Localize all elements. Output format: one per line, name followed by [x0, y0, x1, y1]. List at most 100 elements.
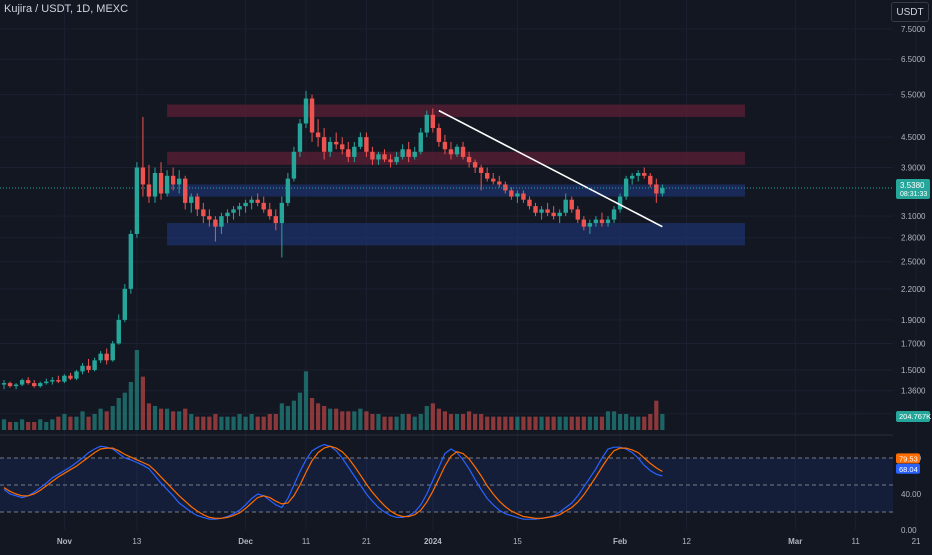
volume-bar — [44, 422, 49, 430]
candle-body — [170, 175, 176, 185]
price-scale: 7.5000 6.5000 5.5000 4.5000 3.9000 3.1000 2.80… — [896, 25, 931, 422]
candle-body — [654, 184, 659, 194]
volume-bar — [122, 392, 127, 430]
candle-body — [485, 172, 490, 179]
volume-bar — [7, 422, 13, 430]
candle-body — [539, 209, 544, 213]
candle-body — [605, 219, 611, 224]
candle-body — [146, 184, 152, 197]
x-tick-label: 11 — [302, 537, 311, 546]
candle-body — [267, 209, 272, 217]
candle-body — [346, 149, 351, 157]
x-tick-label: Feb — [613, 537, 627, 546]
candle-body — [110, 343, 115, 361]
candle-body — [575, 209, 580, 220]
candle-body — [424, 114, 429, 133]
candle-body — [394, 156, 399, 163]
candle-body — [213, 219, 218, 227]
volume-bar — [624, 414, 629, 430]
candle-body — [478, 167, 484, 173]
volume-bar — [116, 398, 121, 430]
volume-bar — [364, 411, 369, 430]
candle-body — [509, 190, 514, 197]
candle-body — [551, 212, 556, 217]
candle-body — [56, 380, 61, 382]
candle-body — [183, 178, 188, 203]
candle-body — [382, 154, 387, 160]
candle-body — [430, 114, 436, 128]
volume-bar — [539, 416, 544, 430]
stoch-d-line — [3, 445, 663, 519]
candle-body — [219, 216, 224, 227]
volume-bar — [225, 416, 230, 430]
volume-bar — [207, 416, 212, 430]
candle-body — [1, 383, 7, 385]
volume-bar — [557, 416, 562, 430]
candle-body — [358, 137, 363, 147]
volume-bar — [201, 416, 206, 430]
candle-body — [128, 233, 134, 289]
candle-body — [309, 98, 315, 133]
candle-body — [134, 167, 140, 234]
y-tick-label: 4.5000 — [901, 133, 926, 142]
volume-bar — [267, 414, 272, 430]
candle-body — [13, 384, 19, 387]
volume-bar — [551, 416, 556, 430]
candle-body — [629, 175, 635, 179]
volume-bar — [255, 416, 260, 430]
volume-bar — [593, 416, 599, 430]
candle-body — [593, 219, 599, 224]
candle-body — [448, 149, 454, 155]
candle-body — [279, 202, 285, 224]
stoch-d-value: 79.53 — [899, 454, 918, 463]
volume-bar — [479, 414, 484, 430]
candle-body — [418, 132, 423, 152]
zone-red — [167, 151, 745, 165]
volume-bar — [575, 416, 580, 430]
currency-button[interactable]: USDT — [891, 2, 929, 22]
candle-body — [74, 371, 79, 379]
volume-bar — [328, 408, 333, 430]
volume-bar — [587, 416, 592, 430]
time-axis: Oct16Nov13Dec1121202415Feb12Mar1121Apr — [57, 537, 921, 546]
stoch-k-badge — [896, 463, 920, 474]
candle-body — [189, 196, 194, 203]
y-tick-label: 3.1000 — [901, 212, 926, 221]
volume-label-badge — [896, 411, 930, 422]
volume-bar — [503, 416, 508, 430]
volume-bar — [358, 408, 363, 430]
y-tick-label: 3.9000 — [901, 163, 926, 172]
candle-body — [38, 383, 43, 387]
volume-bar — [237, 414, 242, 430]
candle-body — [122, 288, 127, 320]
x-tick-label: Nov — [57, 537, 73, 546]
volume-bar — [32, 422, 37, 430]
candle-body — [352, 146, 357, 157]
volume-bar — [611, 411, 617, 430]
candle-body — [521, 193, 526, 200]
volume-bar — [219, 416, 224, 430]
x-tick-label: 21 — [362, 537, 371, 546]
candles — [1, 90, 665, 390]
candle-body — [207, 216, 212, 220]
volume-bar — [442, 411, 448, 430]
candle-body — [406, 149, 411, 157]
volume-bar — [315, 403, 321, 430]
volume-bar — [630, 416, 635, 430]
volume-bar — [249, 414, 254, 430]
volume-bar — [261, 416, 266, 430]
candle-body — [116, 319, 121, 344]
volume-bar — [509, 416, 514, 430]
candle-body — [376, 154, 381, 160]
candle-body — [140, 167, 146, 185]
price-label-badge — [896, 179, 930, 200]
candle-body — [327, 141, 333, 152]
volume-bar — [68, 416, 73, 430]
volume-bar — [297, 392, 303, 430]
volume-bar — [152, 406, 158, 430]
stoch-tick-label: 0.00 — [901, 526, 917, 535]
stoch-k-value: 68.04 — [899, 465, 918, 474]
volume-bar — [497, 416, 502, 430]
